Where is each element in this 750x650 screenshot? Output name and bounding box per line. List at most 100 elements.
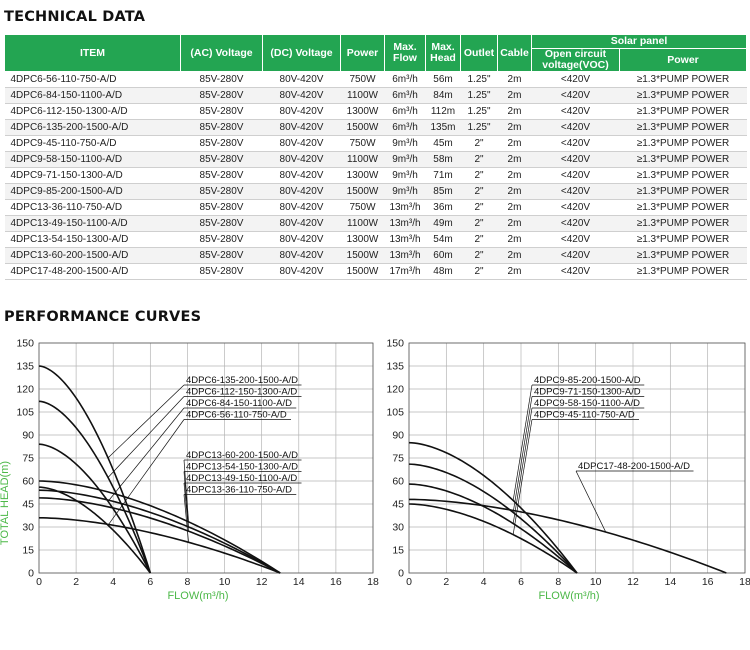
cell-ac: 85V-280V: [180, 215, 263, 232]
cell-flow: 13m³/h: [384, 231, 426, 248]
cell-voc: <420V: [531, 215, 620, 232]
x-tick-label: 10: [219, 576, 231, 588]
x-tick-label: 18: [367, 576, 379, 588]
y-tick-label: 90: [392, 430, 404, 442]
curve-4DPC9-45-110-750-A/D: [408, 503, 578, 574]
table-row: 4DPC9-71-150-1300-A/D 85V-280V 80V-420V 130…: [4, 167, 747, 184]
col-header-ac-voltage: (AC) Voltage: [180, 34, 263, 72]
cell-sp: ≥1.3*PUMP POWER: [619, 263, 747, 280]
table-row: 4DPC6-84-150-1100-A/D 85V-280V 80V-420V 110…: [4, 87, 747, 104]
y-tick-label: 75: [392, 453, 404, 465]
table-row: 4DPC13-60-200-1500-A/D 85V-280V 80V-420V 15…: [4, 247, 747, 264]
x-tick-label: 6: [147, 576, 153, 588]
curve-labels: 4DPC6-135-200-1500-A/D4DPC6-112-150-1300…: [107, 375, 302, 543]
cell-voc: <420V: [531, 103, 620, 120]
cell-voc: <420V: [531, 151, 620, 168]
cell-voc: <420V: [531, 71, 620, 88]
x-tick-label: 4: [481, 576, 487, 588]
leader-line: [575, 470, 607, 533]
y-tick-label: 135: [16, 361, 34, 373]
y-tick-label: 150: [16, 338, 34, 350]
cell-head: 84m: [425, 87, 461, 104]
cell-power: 1300W: [340, 103, 385, 120]
leader-line: [512, 396, 533, 513]
col-header-max-flow: Max. Flow: [384, 34, 426, 72]
cell-dc: 80V-420V: [262, 135, 341, 152]
cell-power: 1300W: [340, 167, 385, 184]
x-tick-label: 12: [627, 576, 639, 588]
cell-voc: <420V: [531, 263, 620, 280]
col-header-outlet: Outlet: [460, 34, 498, 72]
cell-voc: <420V: [531, 167, 620, 184]
cell-dc: 80V-420V: [262, 199, 341, 216]
x-axis-label: FLOW(m³/h): [167, 590, 228, 602]
cell-flow: 9m³/h: [384, 167, 426, 184]
cell-dc: 80V-420V: [262, 247, 341, 264]
col-header-open-circuit-voltage: Open circuit voltage(VOC): [531, 48, 620, 72]
cell-head: 45m: [425, 135, 461, 152]
cell-head: 48m: [425, 263, 461, 280]
curve-label: 4DPC9-71-150-1300-A/D: [534, 387, 641, 398]
y-tick-label: 120: [16, 384, 34, 396]
curve-label: 4DPC9-85-200-1500-A/D: [534, 375, 641, 386]
curve-4DPC9-85-200-1500-A/D: [408, 441, 578, 574]
curve-label: 4DPC9-58-150-1100-A/D: [534, 398, 640, 409]
cell-sp: ≥1.3*PUMP POWER: [619, 231, 747, 248]
y-tick-label: 15: [22, 545, 34, 557]
cell-item: 4DPC6-135-200-1500-A/D: [4, 119, 181, 136]
curve-labels: 4DPC9-85-200-1500-A/D4DPC9-71-150-1300-A…: [512, 375, 694, 535]
table-row: 4DPC9-58-150-1100-A/D 85V-280V 80V-420V 110…: [4, 151, 747, 168]
grid: [408, 342, 746, 574]
leader-line: [512, 384, 533, 501]
cell-voc: <420V: [531, 183, 620, 200]
cell-power: 1500W: [340, 263, 385, 280]
cell-head: 135m: [425, 119, 461, 136]
x-tick-label: 12: [256, 576, 268, 588]
leader-line: [107, 419, 185, 526]
cell-cable: 2m: [497, 87, 532, 104]
y-tick-label: 105: [386, 407, 404, 419]
curve-label: 4DPC6-56-110-750-A/D: [186, 410, 287, 421]
cell-dc: 80V-420V: [262, 263, 341, 280]
table-row: 4DPC6-112-150-1300-A/D 85V-280V 80V-420V 13…: [4, 103, 747, 120]
cell-outlet: 2": [460, 167, 498, 184]
cell-power: 1100W: [340, 215, 385, 232]
technical-data-table: ITEM (AC) Voltage (DC) Voltage Power Max…: [4, 34, 748, 280]
cell-sp: ≥1.3*PUMP POWER: [619, 135, 747, 152]
cell-item: 4DPC9-71-150-1300-A/D: [4, 167, 181, 184]
y-tick-label: 45: [392, 499, 404, 511]
cell-ac: 85V-280V: [180, 263, 263, 280]
cell-cable: 2m: [497, 183, 532, 200]
cell-ac: 85V-280V: [180, 247, 263, 264]
curve-label: 4DPC13-36-110-750-A/D: [186, 485, 292, 496]
cell-sp: ≥1.3*PUMP POWER: [619, 247, 747, 264]
cell-outlet: 1.25": [460, 71, 498, 88]
x-axis-label: FLOW(m³/h): [538, 590, 599, 602]
cell-item: 4DPC6-84-150-1100-A/D: [4, 87, 181, 104]
curve-4DPC6-135-200-1500-A/D: [38, 365, 152, 574]
cell-outlet: 2": [460, 215, 498, 232]
x-tick-label: 2: [73, 576, 79, 588]
curves: [38, 365, 281, 574]
cell-ac: 85V-280V: [180, 199, 263, 216]
cell-head: 49m: [425, 215, 461, 232]
cell-dc: 80V-420V: [262, 151, 341, 168]
cell-dc: 80V-420V: [262, 183, 341, 200]
y-tick-label: 150: [386, 338, 404, 350]
cell-power: 1100W: [340, 87, 385, 104]
x-tick-label: 6: [518, 576, 524, 588]
cell-outlet: 2": [460, 151, 498, 168]
table-row: 4DPC6-56-110-750-A/D 85V-280V 80V-420V 750W…: [4, 71, 747, 88]
cell-outlet: 2": [460, 183, 498, 200]
y-tick-label: 120: [386, 384, 404, 396]
cell-dc: 80V-420V: [262, 119, 341, 136]
cell-outlet: 2": [460, 263, 498, 280]
curve-label: 4DPC6-84-150-1100-A/D: [186, 398, 292, 409]
cell-outlet: 2": [460, 231, 498, 248]
cell-voc: <420V: [531, 87, 620, 104]
table-row: 4DPC9-85-200-1500-A/D 85V-280V 80V-420V 150…: [4, 183, 747, 200]
y-tick-label: 60: [22, 476, 34, 488]
curve-4DPC17-48-200-1500-A/D: [408, 498, 727, 574]
cell-sp: ≥1.3*PUMP POWER: [619, 151, 747, 168]
cell-sp: ≥1.3*PUMP POWER: [619, 199, 747, 216]
